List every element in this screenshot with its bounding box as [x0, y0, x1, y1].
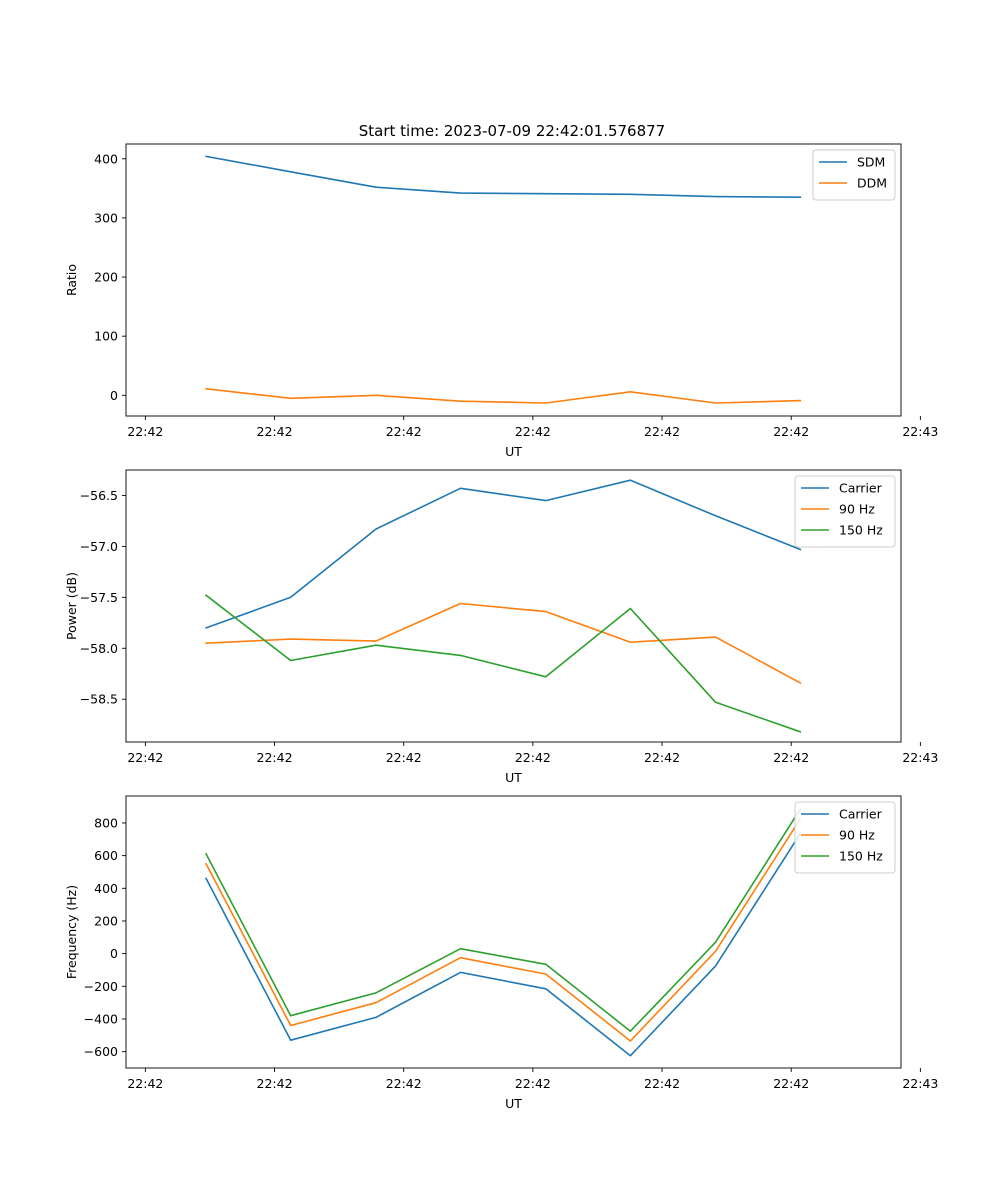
series-line-90-hz [205, 602, 802, 684]
series-line-150-hz [204, 594, 802, 733]
x-tick-label: 22:42 [644, 424, 680, 439]
legend-label-90-hz: 90 Hz [839, 828, 875, 843]
y-tick-label: 200 [94, 270, 118, 285]
y-tick-label: 400 [94, 151, 118, 166]
series-line-150-hz [205, 807, 802, 1032]
legend-label-90-hz: 90 Hz [839, 502, 875, 517]
series-line-sdm [205, 155, 802, 199]
series-line-carrier [205, 832, 802, 1057]
x-tick-label: 22:42 [127, 1076, 163, 1091]
x-tick-label: 22:42 [644, 1076, 680, 1091]
legend-label-carrier: Carrier [839, 481, 883, 496]
x-tick-label: 22:42 [773, 750, 809, 765]
x-tick-label: 22:42 [127, 424, 163, 439]
y-tick-label: −58.0 [80, 641, 118, 656]
x-tick-label: 22:42 [773, 1076, 809, 1091]
x-tick-label: 22:42 [386, 424, 422, 439]
plot-frame [125, 469, 902, 743]
x-tick-label: 22:43 [902, 1076, 938, 1091]
y-tick-label: 400 [94, 881, 118, 896]
x-tick-label: 22:42 [257, 750, 293, 765]
y-tick-label: 100 [94, 329, 118, 344]
y-tick-label: 200 [94, 913, 118, 928]
x-tick-label: 22:43 [902, 424, 938, 439]
y-tick-label: −400 [84, 1011, 118, 1026]
legend-label-ddm: DDM [857, 176, 887, 191]
x-tick-label: 22:42 [127, 750, 163, 765]
x-tick-label: 22:43 [902, 750, 938, 765]
x-tick-label: 22:42 [515, 424, 551, 439]
y-tick-label: 0 [110, 946, 118, 961]
legend-label-150-hz: 150 Hz [839, 849, 883, 864]
y-tick-label: −57.0 [80, 539, 118, 554]
y-tick-label: 0 [110, 388, 118, 403]
y-tick-label: −200 [84, 979, 118, 994]
x-tick-label: 22:42 [644, 750, 680, 765]
series-line-carrier [205, 479, 802, 629]
x-tick-label: 22:42 [257, 424, 293, 439]
legend: Carrier 90 Hz 150 Hz [794, 801, 896, 874]
y-tick-label: −56.5 [80, 488, 118, 503]
figure-title: Start time: 2023-07-09 22:42:01.576877 [359, 122, 665, 140]
series-line-90-hz [205, 817, 802, 1042]
y-tick-label: 800 [94, 815, 118, 830]
legend-label-sdm: SDM [857, 155, 885, 170]
legend-label-150-hz: 150 Hz [839, 523, 883, 538]
y-tick-label: −58.5 [80, 692, 118, 707]
x-tick-label: 22:42 [773, 424, 809, 439]
x-axis-label: UT [505, 770, 522, 785]
y-axis-label: Power (dB) [64, 572, 79, 640]
series-line-ddm [205, 387, 802, 404]
x-axis-label: UT [505, 444, 522, 459]
x-axis-label: UT [505, 1096, 522, 1111]
chart-panel-2: 22:42 22:42 22:42 22:42 22:42 22:42 22:43 −58.5… [64, 469, 938, 785]
legend-label-carrier: Carrier [839, 807, 883, 822]
y-axis-label: Frequency (Hz) [64, 885, 79, 979]
legend: Carrier 90 Hz 150 Hz [794, 475, 896, 548]
plot-frame [125, 143, 902, 417]
x-tick-label: 22:42 [257, 1076, 293, 1091]
x-tick-label: 22:42 [386, 1076, 422, 1091]
x-tick-label: 22:42 [386, 750, 422, 765]
y-tick-label: 300 [94, 210, 118, 225]
plot-frame [125, 795, 902, 1069]
legend: SDM DDM [812, 149, 896, 201]
chart-panel-1: 22:42 22:42 22:42 22:42 22:42 22:42 22:43 0 100 2… [64, 143, 938, 459]
chart-panel-3: 22:42 22:42 22:42 22:42 22:42 22:42 22:43 −600 −… [64, 795, 938, 1111]
charts: 22:42 22:42 22:42 22:42 22:42 22:42 22:43 0 100 2… [64, 143, 938, 1111]
y-axis-label: Ratio [64, 264, 79, 296]
y-tick-label: 600 [94, 848, 118, 863]
x-tick-label: 22:42 [515, 1076, 551, 1091]
x-tick-label: 22:42 [515, 750, 551, 765]
y-tick-label: −57.5 [80, 590, 118, 605]
y-tick-label: −600 [84, 1044, 118, 1059]
